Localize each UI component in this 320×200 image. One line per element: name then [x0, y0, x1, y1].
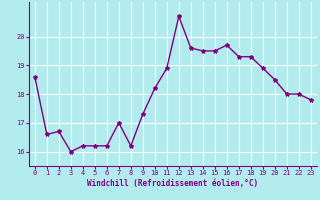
- X-axis label: Windchill (Refroidissement éolien,°C): Windchill (Refroidissement éolien,°C): [87, 179, 258, 188]
